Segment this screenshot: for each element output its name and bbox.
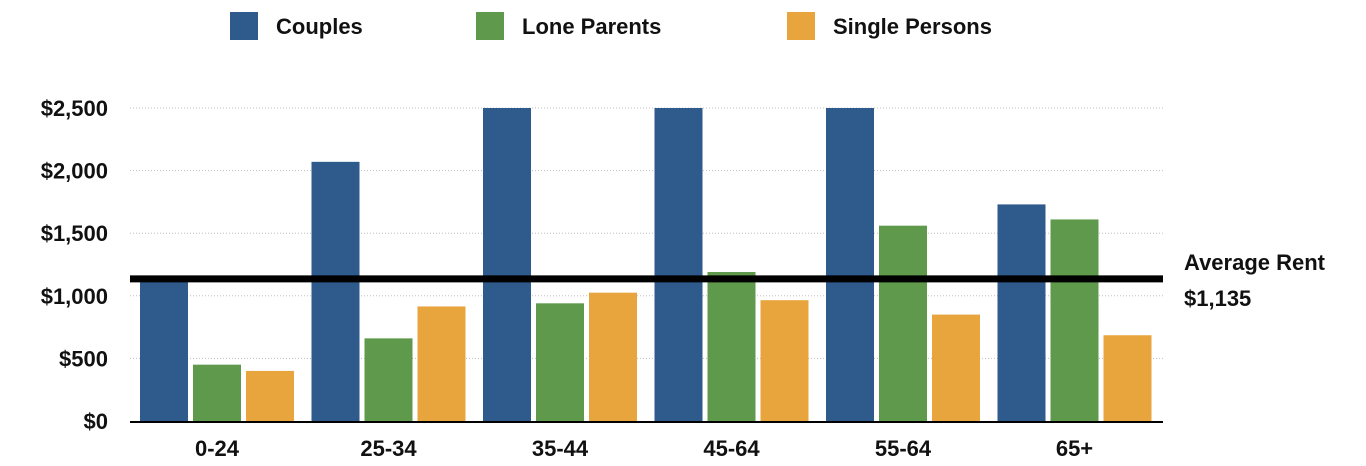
bar-lone-parents: [364, 338, 413, 421]
average-rent-value: $1,135: [1184, 286, 1251, 311]
y-tick-label: $1,000: [41, 284, 108, 309]
axes: $0 $500 $1,000 $1,500 $2,000 $2,500 0-24 25-34 3…: [41, 96, 1163, 461]
y-tick-label: $1,500: [41, 221, 108, 246]
bar-lone-parents: [879, 225, 927, 421]
bar-couples: [140, 278, 188, 421]
x-tick-label: 65+: [1056, 436, 1093, 461]
bar-lone-parents: [1050, 219, 1099, 421]
legend-label: Couples: [276, 14, 363, 39]
bar-couples: [311, 161, 360, 421]
x-tick-label: 45-64: [703, 436, 760, 461]
legend: Couples Lone Parents Single Persons: [230, 12, 992, 40]
bar-lone-parents: [536, 303, 584, 421]
legend-swatch: [230, 12, 258, 40]
bar-single-persons: [1103, 335, 1152, 421]
bar-couples: [826, 108, 874, 421]
average-rent-label: Average Rent: [1184, 250, 1326, 275]
y-tick-label: $500: [59, 346, 108, 371]
y-tick-label: $2,000: [41, 159, 108, 184]
legend-swatch: [476, 12, 504, 40]
x-tick-label: 55-64: [875, 436, 932, 461]
bar-single-persons: [760, 300, 809, 421]
average-rent-line-group: Average Rent $1,135: [130, 250, 1326, 311]
y-tick-label: $2,500: [41, 96, 108, 121]
bar-couples: [997, 204, 1046, 421]
bar-single-persons: [246, 370, 294, 421]
legend-swatch: [787, 12, 815, 40]
bar-single-persons: [589, 292, 637, 421]
legend-label: Lone Parents: [522, 14, 661, 39]
legend-label: Single Persons: [833, 14, 992, 39]
x-tick-label: 25-34: [360, 436, 417, 461]
x-tick-label: 35-44: [532, 436, 589, 461]
bar-couples: [654, 108, 703, 421]
y-tick-label: $0: [84, 409, 108, 434]
bar-single-persons: [417, 306, 466, 421]
bar-lone-parents: [707, 272, 756, 421]
bar-couples: [483, 108, 531, 421]
bar-single-persons: [932, 314, 980, 421]
x-tick-label: 0-24: [195, 436, 240, 461]
gridlines: [130, 107, 1163, 359]
bars-group: [140, 108, 1152, 421]
bar-lone-parents: [193, 364, 241, 421]
